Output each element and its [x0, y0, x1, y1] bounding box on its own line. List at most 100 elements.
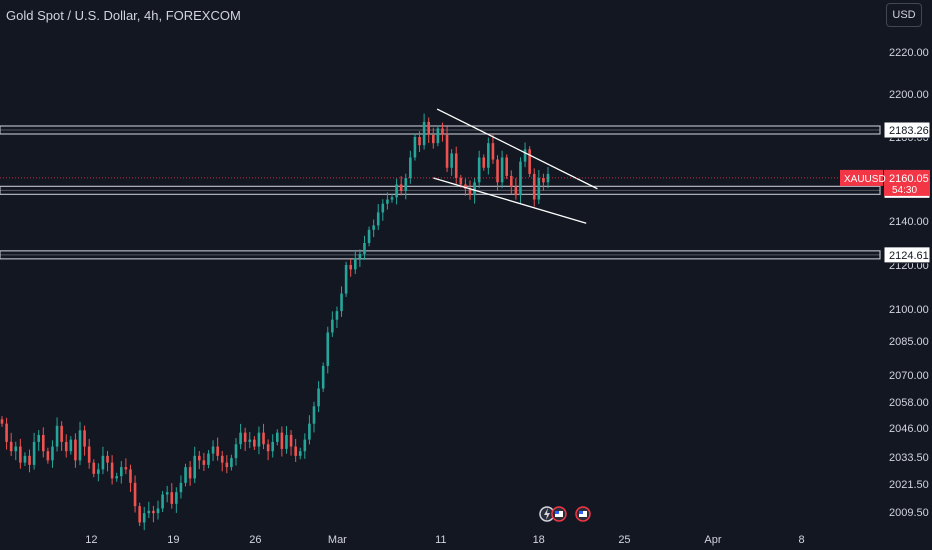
- horizontal-levels: [0, 125, 881, 260]
- trendline: [436, 108, 598, 190]
- candle-body: [500, 157, 504, 183]
- candle-body: [266, 444, 270, 452]
- candle-body: [147, 510, 151, 514]
- candle-body: [376, 212, 380, 226]
- level-zone: [0, 250, 881, 260]
- x-tick-label: 8: [798, 534, 804, 546]
- candle-body: [87, 446, 91, 463]
- x-tick-label: 19: [167, 534, 179, 546]
- candle-body: [115, 476, 119, 479]
- level-badge-label: 2183.26: [889, 125, 929, 137]
- candle-body: [335, 311, 339, 320]
- time-axis: 12 19 26 Mar 11 18 25 Apr 8: [85, 534, 804, 546]
- last-price-badge: [884, 169, 930, 196]
- x-tick-label: 18: [533, 534, 545, 546]
- candle-body: [230, 458, 233, 468]
- candle-body: [23, 455, 27, 463]
- candle-body: [317, 388, 320, 407]
- candle-body: [138, 506, 141, 523]
- candle-body: [285, 434, 288, 449]
- candle-body: [294, 446, 297, 456]
- candle-body: [459, 178, 463, 185]
- price-axis: 2009.50 2021.50 2033.50 2046.00 2058.00 2070.…: [840, 47, 931, 519]
- candle-body: [367, 229, 371, 243]
- candle-body: [308, 423, 311, 440]
- candle-body: [97, 469, 100, 474]
- candle-body: [129, 469, 132, 483]
- candle-body: [64, 441, 68, 452]
- candle-body: [326, 332, 330, 366]
- currency-button[interactable]: USD: [886, 3, 922, 27]
- candle-body: [422, 121, 426, 146]
- lightning-bolt-icon: [544, 508, 550, 520]
- y-tick-label: 2100.00: [889, 304, 929, 316]
- candle-body: [207, 453, 210, 465]
- candle-body: [399, 184, 403, 191]
- candle-body: [280, 432, 284, 449]
- candle-body: [275, 432, 279, 442]
- candle-body: [468, 188, 472, 196]
- x-tick-label: 11: [435, 534, 446, 546]
- candle-body: [216, 446, 219, 456]
- candle-body: [519, 161, 522, 196]
- candle-body: [532, 173, 536, 200]
- candle-body: [464, 184, 467, 189]
- candle-body: [537, 178, 541, 200]
- candle-body: [60, 425, 63, 442]
- candle-body: [239, 432, 242, 445]
- candle-body: [546, 173, 550, 183]
- candle-body: [9, 441, 13, 452]
- candle-body: [413, 137, 417, 158]
- candle-body: [353, 258, 357, 270]
- candle-body: [491, 143, 495, 160]
- x-tick-label: 26: [249, 534, 261, 546]
- level-zone: [0, 125, 881, 135]
- candle-body: [542, 178, 545, 183]
- x-tick-label: 12: [85, 534, 97, 546]
- symbol-label: XAUUSD: [844, 174, 886, 185]
- y-tick-label: 2009.50: [889, 507, 929, 519]
- countdown-label: 54:30: [892, 185, 917, 196]
- candle-body: [197, 455, 201, 461]
- candle-body: [312, 406, 316, 424]
- candle-body: [509, 175, 513, 187]
- symbol-badge: [840, 169, 883, 186]
- candle-body: [110, 462, 114, 479]
- candle-body: [372, 225, 375, 230]
- trendlines: [0, 108, 880, 224]
- candle-body: [19, 446, 22, 463]
- y-tick-label: 2033.50: [889, 452, 929, 464]
- candle-body: [445, 134, 449, 168]
- candle-body: [450, 153, 453, 168]
- candle-body: [175, 492, 178, 504]
- x-tick-label: 25: [618, 534, 630, 546]
- candle-body: [92, 462, 96, 474]
- trendline: [433, 177, 587, 224]
- flag-canton-icon: [579, 511, 583, 514]
- candle-body: [211, 446, 215, 454]
- candle-body: [321, 365, 325, 389]
- candle-body: [106, 455, 109, 463]
- candle-body: [381, 203, 385, 213]
- candle-body: [74, 439, 77, 461]
- level-badge: [883, 121, 931, 139]
- candle-body: [142, 513, 146, 523]
- candle-body: [409, 157, 412, 178]
- candle-body: [340, 293, 343, 312]
- candle-body: [454, 153, 458, 178]
- candle-body: [505, 157, 509, 176]
- y-tick-label: 2021.50: [889, 479, 929, 491]
- last-price-label: 2160.05: [889, 173, 929, 185]
- candle-body: [193, 455, 197, 479]
- candle-body: [523, 149, 527, 162]
- candle-body: [395, 184, 398, 198]
- candle-body: [5, 423, 8, 442]
- candle-body: [37, 434, 41, 442]
- candle-body: [514, 186, 518, 196]
- candle-body: [404, 178, 408, 191]
- candle-body: [271, 441, 275, 452]
- candle-body: [179, 482, 183, 493]
- candle-body: [262, 432, 265, 445]
- candle-body: [477, 157, 481, 183]
